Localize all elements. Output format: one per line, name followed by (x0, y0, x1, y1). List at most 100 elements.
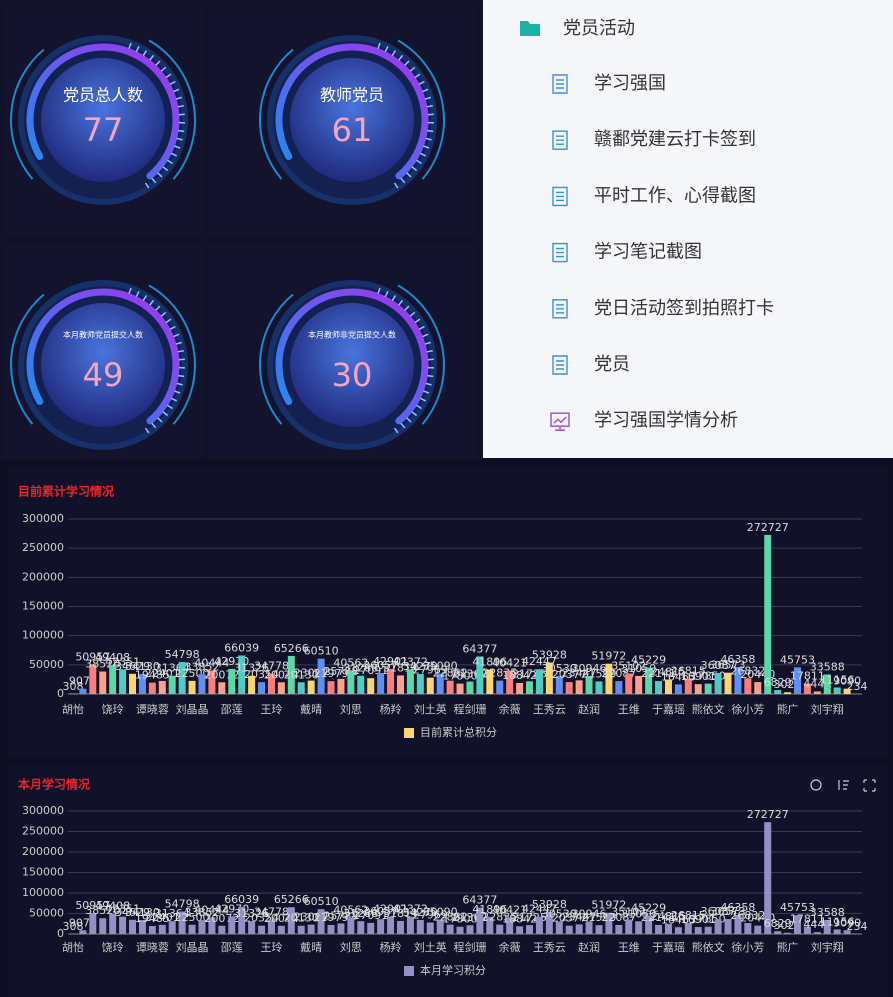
tick (165, 318, 172, 324)
progress-arc (275, 43, 429, 180)
tick (173, 88, 180, 93)
value-label: 34279 (403, 660, 438, 673)
value-label: 42351 (105, 655, 140, 668)
tick (416, 159, 422, 165)
bar (625, 919, 633, 934)
tick (149, 54, 155, 61)
value-label: 40444 (194, 656, 229, 669)
value-label: 33852 (184, 906, 219, 919)
value-label: 11156 (820, 915, 855, 928)
bar (148, 682, 156, 694)
value-label: 19485 (135, 669, 170, 682)
bar (208, 917, 216, 934)
bar (248, 675, 256, 694)
value-label: 33588 (810, 906, 845, 919)
menu-item: 党员 (594, 354, 630, 375)
tick (391, 295, 397, 301)
value-label: 31326 (234, 907, 269, 920)
value-label: 54798 (165, 648, 200, 661)
y-tick-label: 200000 (22, 570, 64, 583)
legend-label: 本月学习积分 (420, 963, 486, 977)
value-label: 60510 (304, 645, 339, 658)
bar (347, 917, 355, 934)
value-label: 46358 (720, 653, 755, 666)
bar (655, 924, 663, 934)
bar (506, 917, 514, 934)
tick (176, 382, 183, 386)
bar (129, 919, 137, 934)
bar (416, 919, 424, 934)
tick (414, 73, 421, 79)
doc-icon (552, 186, 568, 207)
value-label: 36057 (363, 905, 398, 918)
chart-panel (8, 465, 888, 757)
bar (406, 669, 414, 694)
tick (398, 299, 404, 306)
bar (674, 684, 682, 694)
tick (411, 411, 418, 417)
value-label: 16901 (681, 670, 716, 683)
bar (148, 926, 156, 934)
x-tick-label: 刘晶晶 (176, 703, 209, 716)
tick (424, 96, 432, 100)
bar (764, 534, 772, 694)
doc-icon (552, 299, 568, 319)
value-label: 6829 (764, 917, 792, 930)
bar (734, 914, 742, 934)
bar (555, 921, 563, 934)
x-tick-label: 王玲 (260, 703, 282, 716)
value-label: 17800 (443, 913, 478, 926)
y-tick-label: 100000 (22, 629, 64, 642)
value-label: 50957 (75, 899, 110, 912)
tick (144, 427, 150, 434)
tick (404, 60, 410, 66)
tick (409, 66, 416, 72)
tick (135, 45, 140, 53)
bar (486, 669, 494, 694)
bar (317, 658, 325, 694)
bar (764, 822, 772, 934)
y-tick-label: 50000 (29, 658, 64, 671)
tick (393, 182, 399, 189)
bar (267, 673, 275, 694)
value-label: 27969 (413, 909, 448, 922)
bar (694, 927, 702, 934)
value-label: 23447 (562, 910, 597, 923)
chart-icon (550, 412, 570, 431)
value-label: 49408 (95, 651, 130, 664)
value-label: 272727 (747, 808, 789, 821)
bar (595, 925, 603, 934)
bar (724, 919, 732, 934)
bar (119, 916, 127, 934)
x-tick-label: 饶玲 (102, 941, 124, 954)
bar (347, 670, 355, 694)
bar (605, 663, 613, 694)
tick (174, 145, 181, 149)
value-label: 35090 (423, 660, 458, 673)
bar (456, 926, 464, 934)
value-label: 27091 (353, 909, 388, 922)
bar (79, 688, 87, 694)
bar (158, 680, 166, 694)
bar (833, 687, 841, 694)
value-label: 11156 (820, 673, 855, 686)
tick (178, 374, 185, 378)
value-label: 20130 (284, 912, 319, 925)
bar (664, 679, 672, 694)
value-label: 26815 (671, 664, 706, 677)
bar (605, 912, 613, 934)
bar (138, 674, 146, 694)
x-tick-label: 胡怡 (62, 702, 84, 716)
bar (168, 921, 176, 934)
x-tick-label: 王维 (618, 941, 640, 954)
bar (287, 907, 295, 934)
tick (135, 290, 140, 298)
gauge-label: 本月教师党员提交人数 (63, 330, 143, 340)
menu-item: 党日活动签到拍照打卡 (594, 298, 774, 319)
bar (526, 925, 534, 934)
x-tick-label: 赵润 (578, 940, 600, 954)
legend-label: 目前累计总积分 (420, 725, 497, 739)
tick (409, 311, 416, 317)
value-label: 20130 (284, 668, 319, 681)
